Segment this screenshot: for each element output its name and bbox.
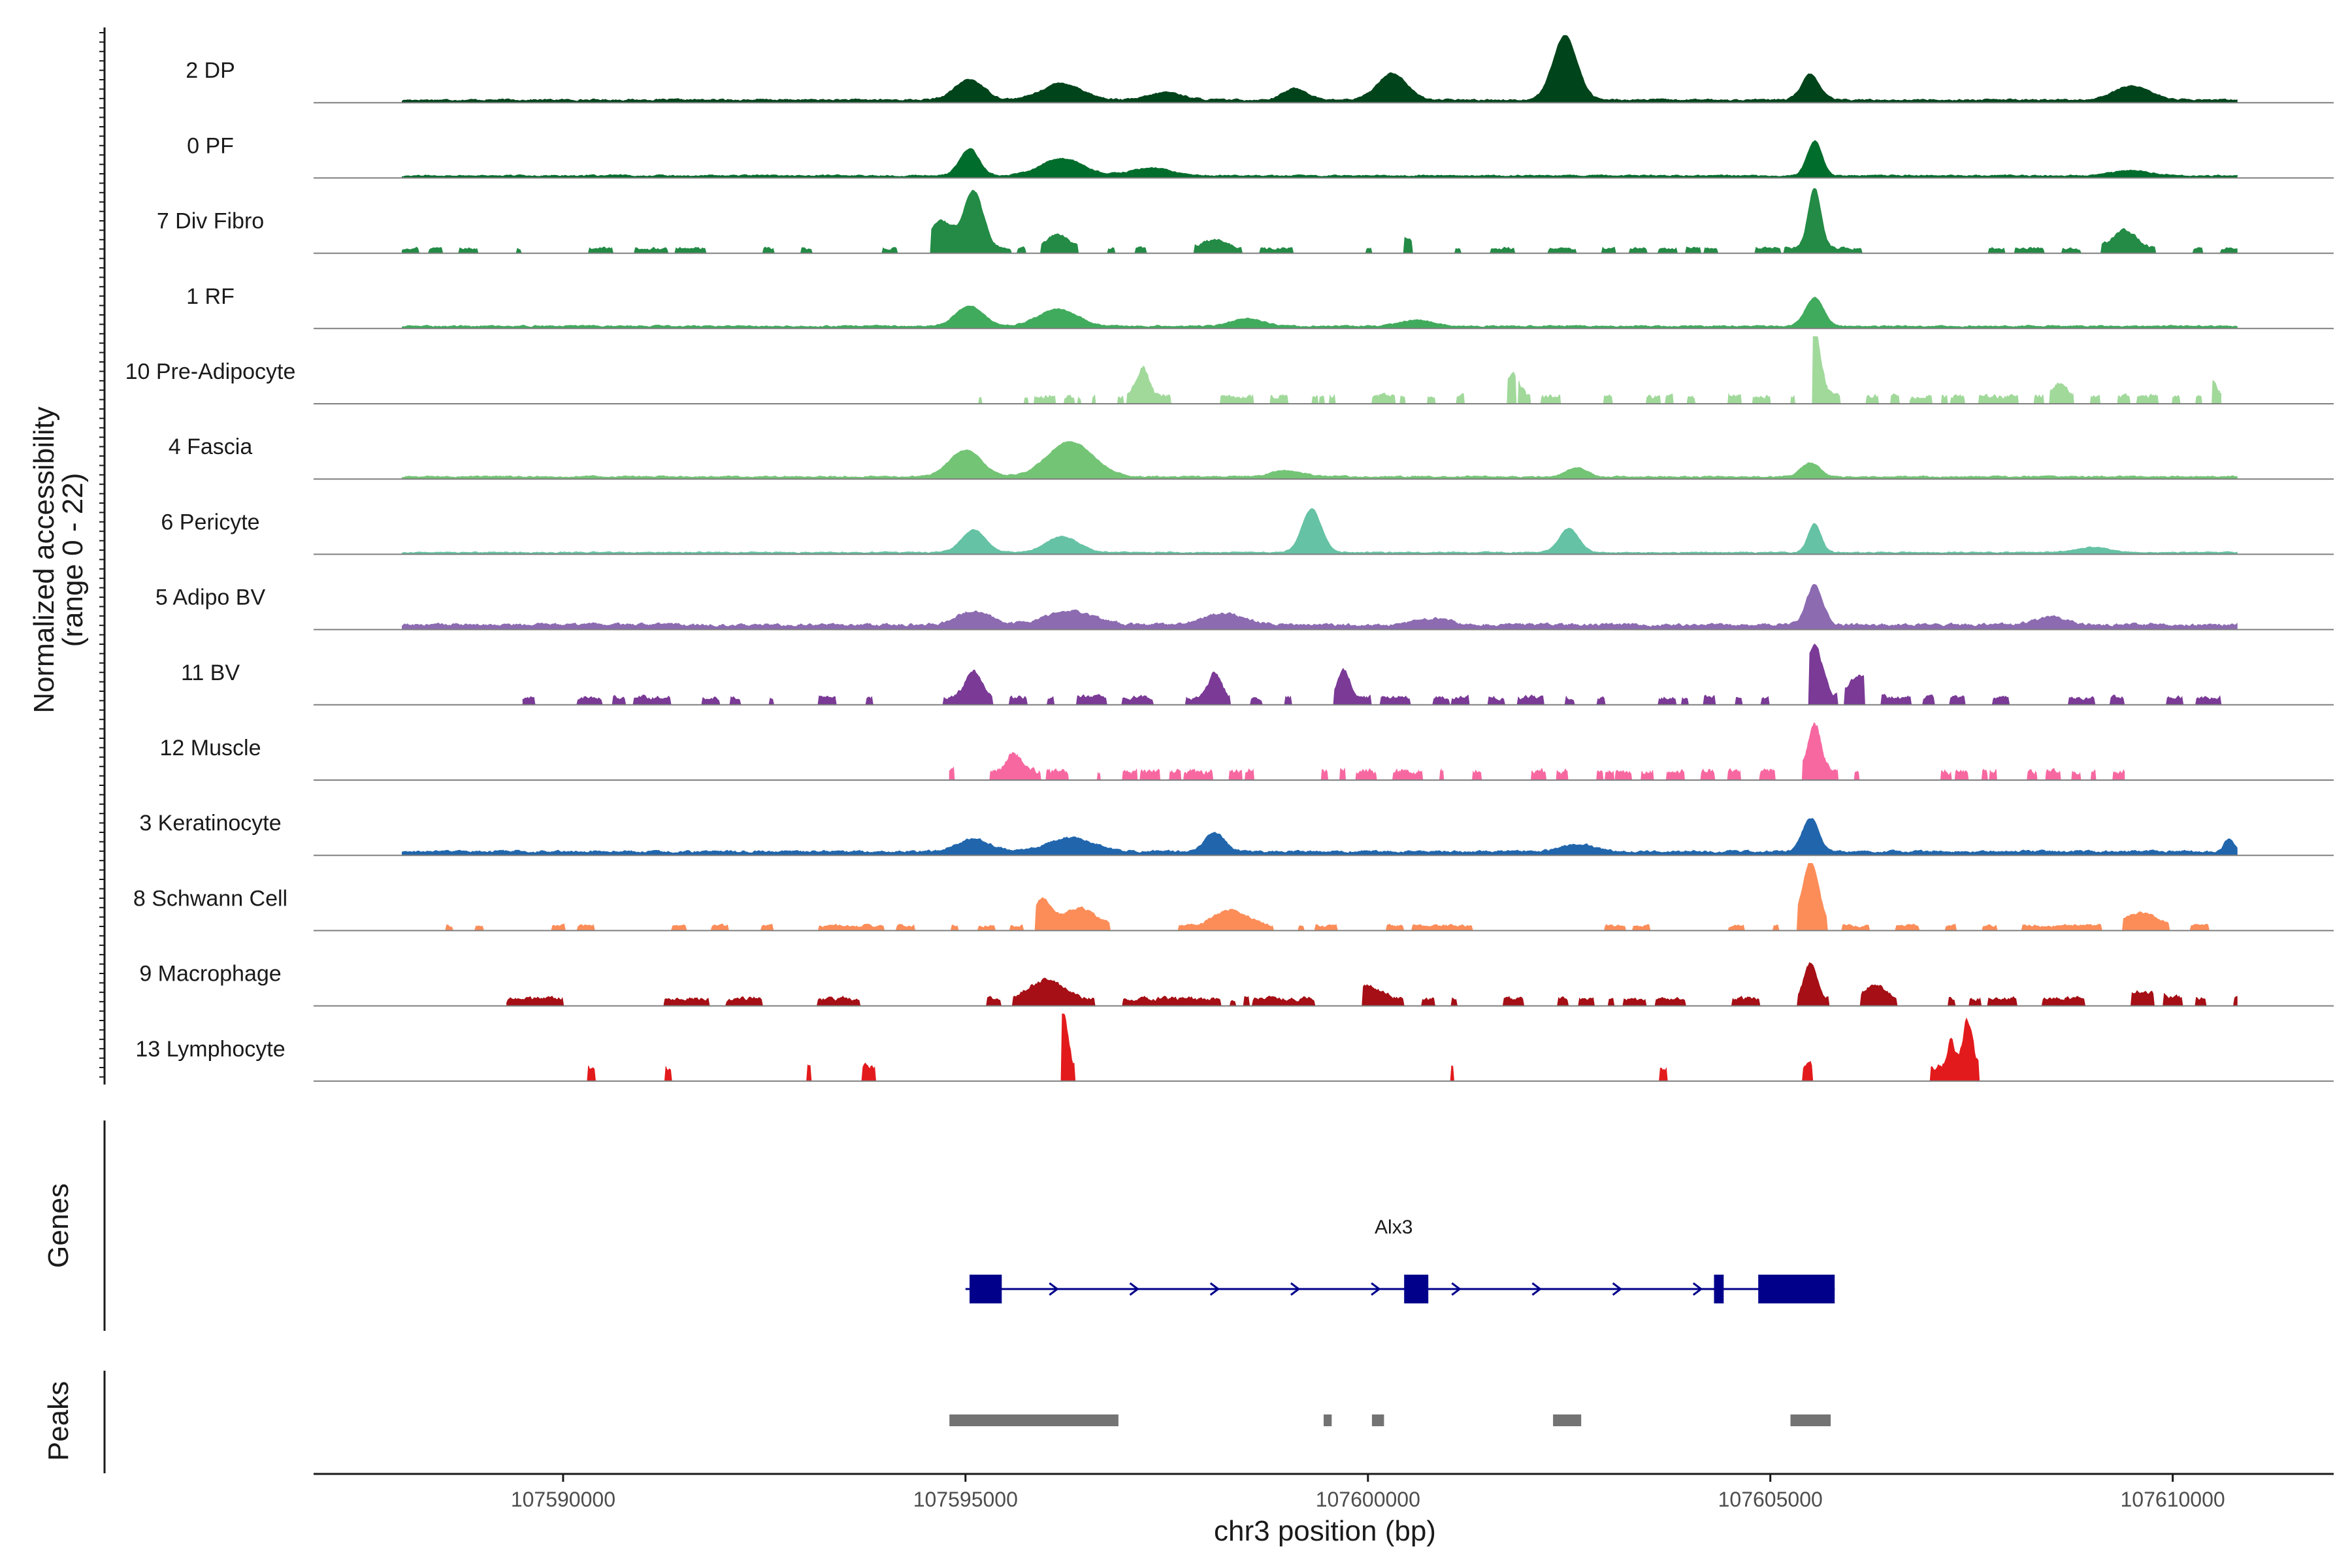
coverage-area-3-keratinocyte [402,818,2238,856]
track-6-pericyte [314,508,2334,555]
coverage-tracks [314,35,2334,1082]
strand-arrow [1049,1282,1059,1296]
coverage-area-7-div-fibro [402,188,2238,254]
track-7-div-fibro [314,188,2334,254]
peak-region-4 [1553,1414,1582,1426]
genes-panel: Genes Alx3 [42,1120,1835,1331]
peak-regions [949,1414,1831,1426]
coverage-area-5-adipo-bv [402,583,2238,630]
peak-region-3 [1371,1414,1384,1426]
x-tick-label: 107590000 [511,1488,615,1511]
coverage-area-2-dp [402,35,2238,103]
track-label-10-pre-adipocyte: 10 Pre-Adipocyte [125,359,296,384]
coverage-area-1-rf [402,297,2238,329]
gene-label: Alx3 [1375,1217,1413,1238]
track-10-pre-adipocyte [314,336,2334,404]
strand-arrow [1129,1282,1139,1296]
track-label-6-pericyte: 6 Pericyte [161,510,259,534]
exon-3 [1714,1275,1724,1303]
x-tick-label: 107595000 [913,1488,1018,1511]
coverage-area-12-muscle [949,723,2125,781]
track-13-lymphocyte [314,1013,2334,1082]
track-label-3-keratinocyte: 3 Keratinocyte [139,811,281,836]
y-axis: Normalized accessibility (range 0 - 22) [28,27,106,1085]
track-label-9-macrophage: 9 Macrophage [139,962,281,987]
track-8-schwann-cell [314,863,2334,932]
track-label-2-dp: 2 DP [186,58,235,83]
gene-model [965,1275,1835,1303]
track-9-macrophage [314,962,2334,1007]
strand-arrow [1451,1282,1462,1296]
track-3-keratinocyte [314,818,2334,857]
x-axis: 107590000 107595000 107600000 107605000 1076… [314,1473,2334,1547]
y-axis-title-line2: (range 0 - 22) [57,473,89,647]
track-2-dp [314,35,2334,104]
exon-4 [1758,1275,1835,1303]
track-label-8-schwann-cell: 8 Schwann Cell [133,886,287,911]
x-tick-label: 107610000 [2121,1488,2225,1511]
y-axis-ticks [99,32,105,1078]
track-5-adipo-bv [314,583,2334,630]
coverage-area-11-bv [522,644,2238,706]
track-4-fascia [314,441,2334,480]
peaks-axis-title: Peaks [42,1381,74,1461]
track-label-13-lymphocyte: 13 Lymphocyte [135,1037,285,1062]
coverage-area-9-macrophage [506,962,2238,1007]
track-label-4-fascia: 4 Fascia [169,434,253,459]
coverage-area-13-lymphocyte [466,1013,2109,1082]
track-label-11-bv: 11 BV [181,661,240,685]
strand-arrow [1290,1282,1301,1296]
exon-2 [1404,1275,1429,1303]
x-axis-title: chr3 position (bp) [1214,1515,1436,1547]
track-label-5-adipo-bv: 5 Adipo BV [155,585,266,610]
peak-region-1 [949,1414,1119,1426]
track-1-rf [314,297,2334,329]
strand-arrow [1612,1282,1623,1296]
track-0-pf [314,140,2334,179]
exon-1 [970,1275,1002,1303]
peak-region-5 [1790,1414,1831,1426]
track-label-7-div-fibro: 7 Div Fibro [157,209,264,234]
peaks-panel: Peaks [42,1371,1831,1473]
coverage-area-4-fascia [402,441,2238,480]
strand-arrow [1209,1282,1220,1296]
genes-axis-title: Genes [42,1183,74,1268]
track-11-bv [314,644,2334,706]
x-tick-label: 107600000 [1316,1488,1420,1511]
strand-arrow [1531,1282,1542,1296]
peak-region-2 [1324,1414,1332,1426]
track-label-0-pf: 0 PF [187,133,234,158]
track-label-12-muscle: 12 Muscle [160,736,261,760]
coverage-area-10-pre-adipocyte [949,336,2221,404]
track-label-1-rf: 1 RF [186,284,235,309]
coverage-area-0-pf [402,140,2238,178]
coverage-area-6-pericyte [402,508,2238,555]
strand-arrow [1692,1282,1703,1296]
strand-arrow [1371,1282,1381,1296]
y-axis-title-line1: Normalized accessibility [28,406,60,713]
track-12-muscle [314,723,2334,781]
track-labels: 2 DP 0 PF 7 Div Fibro 1 RF 10 Pre-Adipocyte 4… [125,58,296,1062]
x-axis-ticks: 107590000 107595000 107600000 107605000 1076… [511,1474,2225,1511]
x-tick-label: 107605000 [1718,1488,1823,1511]
coverage-area-8-schwann-cell [426,863,2213,931]
